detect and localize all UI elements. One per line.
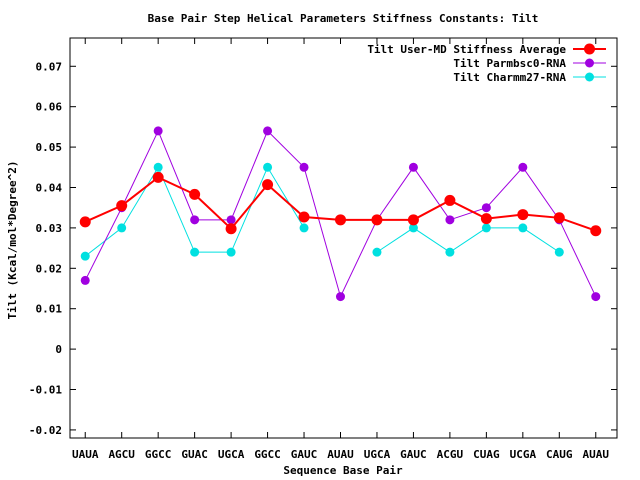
plot-area: [69, 37, 618, 439]
legend-marker: [585, 58, 594, 68]
series-layer: [79, 126, 602, 302]
series-3: [80, 162, 564, 261]
chart-title: Base Pair Step Helical Parameters Stiffn…: [148, 12, 539, 25]
y-tick-label: 0.03: [36, 222, 63, 235]
y-axis: -0.02 -0.01 0 0.01 0.02 0.03 0.04 0.05 0.06 0.07: [29, 60, 617, 437]
x-tick-label: ACGU: [437, 448, 464, 461]
x-tick-label: UGCA: [218, 448, 245, 461]
legend-marker: [584, 43, 595, 55]
legend-label: Tilt Charmm27-RNA: [453, 71, 566, 84]
y-tick-label: -0.02: [29, 424, 62, 437]
x-tick-label: GUAC: [181, 448, 208, 461]
data-point: [407, 214, 419, 226]
data-point: [225, 223, 237, 235]
x-tick-label: AGCU: [108, 448, 135, 461]
series-line: [376, 227, 560, 253]
y-tick-label: 0.02: [36, 262, 63, 275]
x-axis: UAUA AGCU GGCC GUAC UGCA GGCC GAUC AUAU UGCA GAUC…: [72, 38, 609, 461]
data-point: [518, 223, 528, 233]
data-point: [189, 188, 201, 200]
data-point: [226, 215, 236, 225]
legend-marker: [585, 72, 594, 82]
data-point: [226, 247, 236, 257]
x-tick-label: UCGA: [510, 448, 537, 461]
data-point: [117, 223, 127, 233]
data-point: [299, 223, 309, 233]
x-tick-label: GGCC: [145, 448, 172, 461]
data-point: [116, 200, 128, 212]
y-tick-label: 0.07: [36, 60, 63, 73]
y-tick-label: 0.01: [36, 303, 63, 316]
data-point: [590, 225, 602, 237]
y-tick-label: 0.05: [36, 141, 63, 154]
data-point: [408, 223, 418, 233]
data-point: [262, 179, 274, 191]
data-point: [298, 211, 310, 223]
data-point: [335, 214, 346, 226]
x-tick-label: AUAU: [583, 448, 610, 461]
y-axis-label: Tilt (Kcal/mol*Degree^2): [6, 161, 19, 320]
x-tick-label: UGCA: [364, 448, 391, 461]
x-tick-label: GGCC: [254, 448, 281, 461]
data-point: [554, 247, 564, 257]
data-point: [481, 203, 491, 213]
x-tick-label: UAUA: [72, 448, 99, 461]
data-point: [153, 126, 163, 136]
data-point: [153, 162, 163, 172]
data-point: [152, 171, 164, 183]
data-point: [517, 209, 529, 221]
x-axis-label: Sequence Base Pair: [283, 464, 403, 477]
y-tick-label: 0: [55, 343, 62, 356]
data-point: [591, 292, 601, 302]
series-1: [79, 171, 602, 237]
y-tick-label: -0.01: [29, 384, 62, 397]
data-point: [445, 215, 455, 225]
data-point: [299, 162, 309, 172]
data-point: [80, 251, 90, 261]
data-point: [553, 212, 565, 224]
x-tick-label: AUAU: [327, 448, 354, 461]
data-point: [80, 275, 90, 285]
data-point: [372, 247, 382, 257]
x-tick-label: GAUC: [400, 448, 427, 461]
data-point: [336, 292, 345, 302]
data-point: [190, 215, 200, 225]
legend-label: Tilt Parmbsc0-RNA: [453, 57, 566, 70]
x-tick-label: GAUC: [291, 448, 318, 461]
data-point: [480, 213, 492, 225]
data-point: [408, 162, 418, 172]
data-point: [371, 214, 383, 226]
data-point: [518, 162, 528, 172]
x-tick-label: CUAG: [473, 448, 500, 461]
data-point: [481, 223, 491, 233]
data-point: [444, 194, 456, 206]
data-point: [79, 216, 91, 228]
y-tick-label: 0.06: [36, 101, 63, 114]
data-point: [263, 162, 273, 172]
data-point: [263, 126, 273, 136]
data-point: [445, 247, 455, 257]
y-tick-label: 0.04: [36, 181, 63, 194]
x-tick-label: CAUG: [546, 448, 573, 461]
data-point: [190, 247, 200, 257]
legend-label: Tilt User-MD Stiffness Average: [367, 43, 566, 56]
